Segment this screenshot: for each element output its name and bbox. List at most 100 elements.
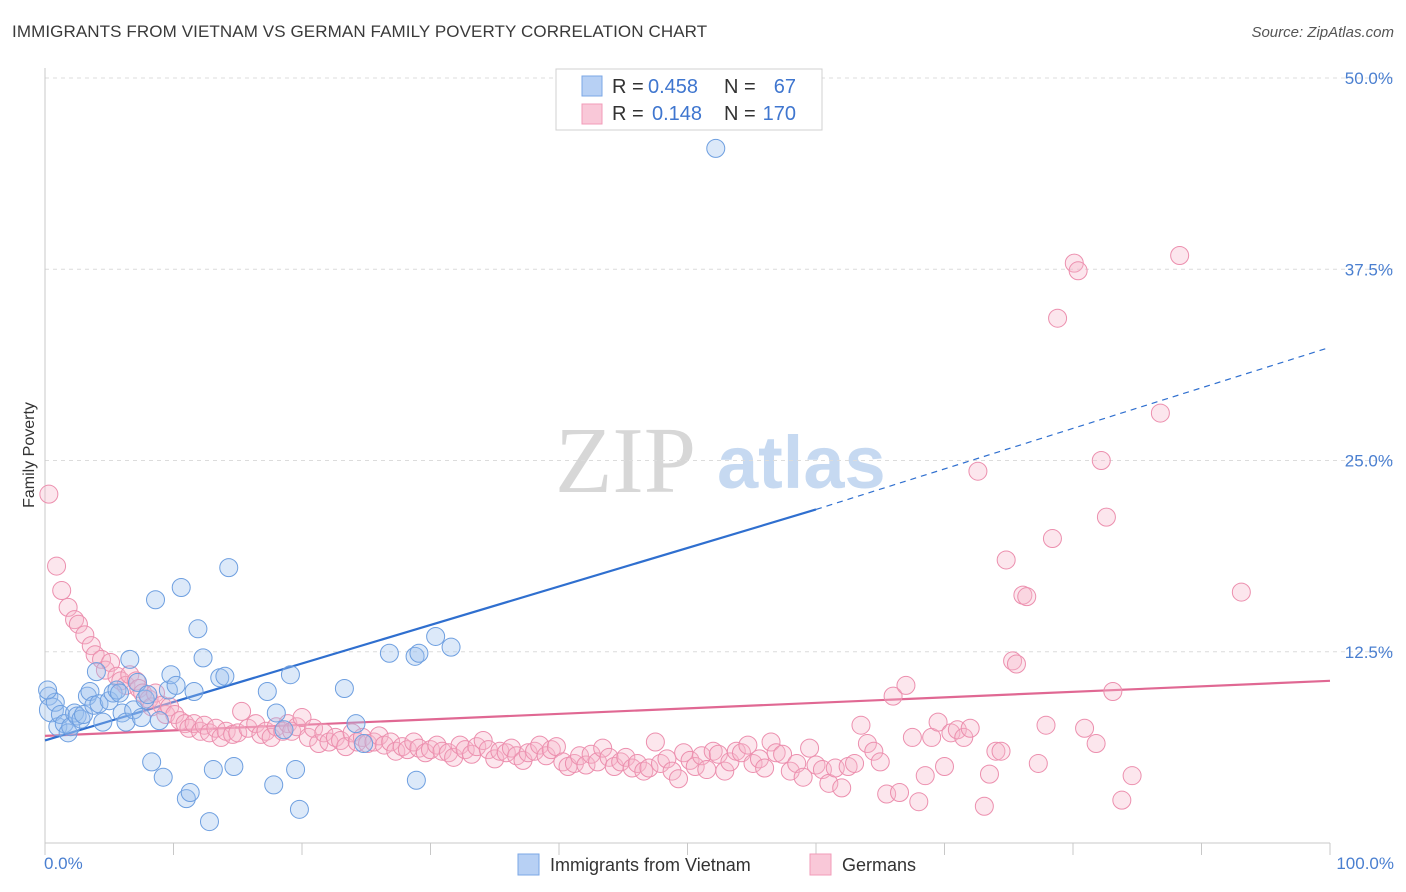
germans-point [432, 741, 452, 761]
vietnam-point [346, 714, 366, 734]
gridlines [45, 77, 1394, 653]
vietnam-point [103, 683, 123, 703]
germans-point [864, 741, 884, 761]
germans-point [928, 712, 948, 732]
germans-point [697, 760, 717, 780]
vietnam-point [116, 712, 136, 732]
vietnam-trendline-dashed [815, 346, 1331, 511]
vietnam-point [264, 775, 284, 795]
germans-point [1231, 582, 1251, 602]
vietnam-point [257, 682, 277, 702]
vietnam-point [180, 783, 200, 803]
germans-point [52, 581, 72, 601]
vietnam-point [146, 590, 166, 610]
vietnam-point [289, 799, 309, 819]
germans-point [773, 744, 793, 764]
germans-point [246, 714, 266, 734]
germans-point [1122, 766, 1142, 786]
germans-point [645, 732, 665, 752]
vietnam-point [112, 703, 132, 723]
vietnam-point [171, 577, 191, 597]
germans-trendline [44, 679, 1331, 737]
germans-point [593, 738, 613, 758]
germans-n-value: 170 [763, 103, 796, 125]
vietnam-point [38, 680, 58, 700]
germans-point [986, 741, 1006, 761]
germans-point [720, 752, 740, 772]
y-tick-label: 25.0% [1345, 452, 1393, 471]
vietnam-point [406, 770, 426, 790]
germans-point [251, 724, 271, 744]
vietnam-point [379, 643, 399, 663]
germans-point [473, 730, 493, 750]
vietnam-point [131, 708, 151, 728]
germans-point [530, 735, 550, 755]
legend-vietnam-label: Immigrants from Vietnam [550, 855, 751, 875]
germans-point [184, 714, 204, 734]
germans-point [1112, 790, 1132, 810]
germans-r-label: R = [612, 103, 644, 125]
germans-point [793, 767, 813, 787]
y-tick-label: 50.0% [1345, 69, 1393, 88]
germans-point [634, 761, 654, 781]
germans-point [685, 757, 705, 776]
vietnam-point [426, 626, 446, 646]
vietnam-r-value: 0.458 [648, 76, 698, 98]
source-label: Source: ZipAtlas.com [1251, 24, 1394, 41]
vietnam-point [409, 643, 429, 663]
series-legend: Immigrants from Vietnam Germans [517, 853, 916, 876]
vietnam-point [286, 760, 306, 780]
germans-point [298, 727, 318, 747]
germans-point [902, 727, 922, 747]
germans-point [309, 734, 329, 754]
germans-point [1096, 507, 1116, 527]
vietnam-point [149, 711, 169, 731]
germans-point [392, 737, 412, 757]
vietnam-point [50, 704, 70, 724]
germans-swatch [581, 103, 603, 125]
germans-point [669, 769, 689, 789]
vietnam-point [166, 675, 186, 695]
germans-point [715, 761, 735, 781]
vietnam-trendline [44, 346, 1331, 742]
germans-point [800, 738, 820, 758]
germans-point [1091, 451, 1111, 470]
germans-point [364, 732, 384, 752]
germans-point [915, 766, 935, 786]
germans-point [627, 753, 647, 773]
vietnam-point [128, 672, 148, 692]
germans-r-value: 0.148 [652, 103, 702, 125]
germans-point [896, 675, 916, 695]
germans-point [415, 743, 435, 763]
vietnam-swatch [581, 75, 603, 97]
legend-germans-label: Germans [842, 855, 916, 875]
vietnam-point [219, 558, 239, 578]
germans-point [954, 727, 974, 747]
germans-point [68, 614, 88, 634]
vietnam-point [107, 680, 127, 700]
germans-point [381, 732, 401, 752]
vietnam-point [184, 682, 204, 702]
germans-n-label: N = [724, 103, 756, 125]
germans-point [680, 750, 700, 770]
germans-point [968, 461, 988, 481]
x-tick-label-max: 100.0% [1336, 854, 1394, 873]
vietnam-point [266, 703, 286, 723]
germans-point [1036, 715, 1056, 735]
germans-point [1150, 403, 1170, 423]
germans-point [75, 625, 95, 645]
vietnam-point [138, 685, 158, 705]
vietnam-point [45, 692, 65, 712]
watermark-atlas: atlas [717, 421, 886, 504]
chart-title: IMMIGRANTS FROM VIETNAM VS GERMAN FAMILY… [12, 22, 708, 41]
germans-point [890, 783, 910, 803]
stats-legend: R = 0.458 N = 67 R = 0.148 N = 170 [555, 68, 823, 131]
legend-germans-swatch [809, 853, 832, 876]
vietnam-point [215, 666, 235, 686]
vietnam-n-label: N = [724, 76, 756, 98]
germans-point [996, 550, 1016, 570]
germans-point [657, 749, 677, 769]
vietnam-point [199, 812, 219, 832]
vietnam-point [161, 665, 181, 685]
